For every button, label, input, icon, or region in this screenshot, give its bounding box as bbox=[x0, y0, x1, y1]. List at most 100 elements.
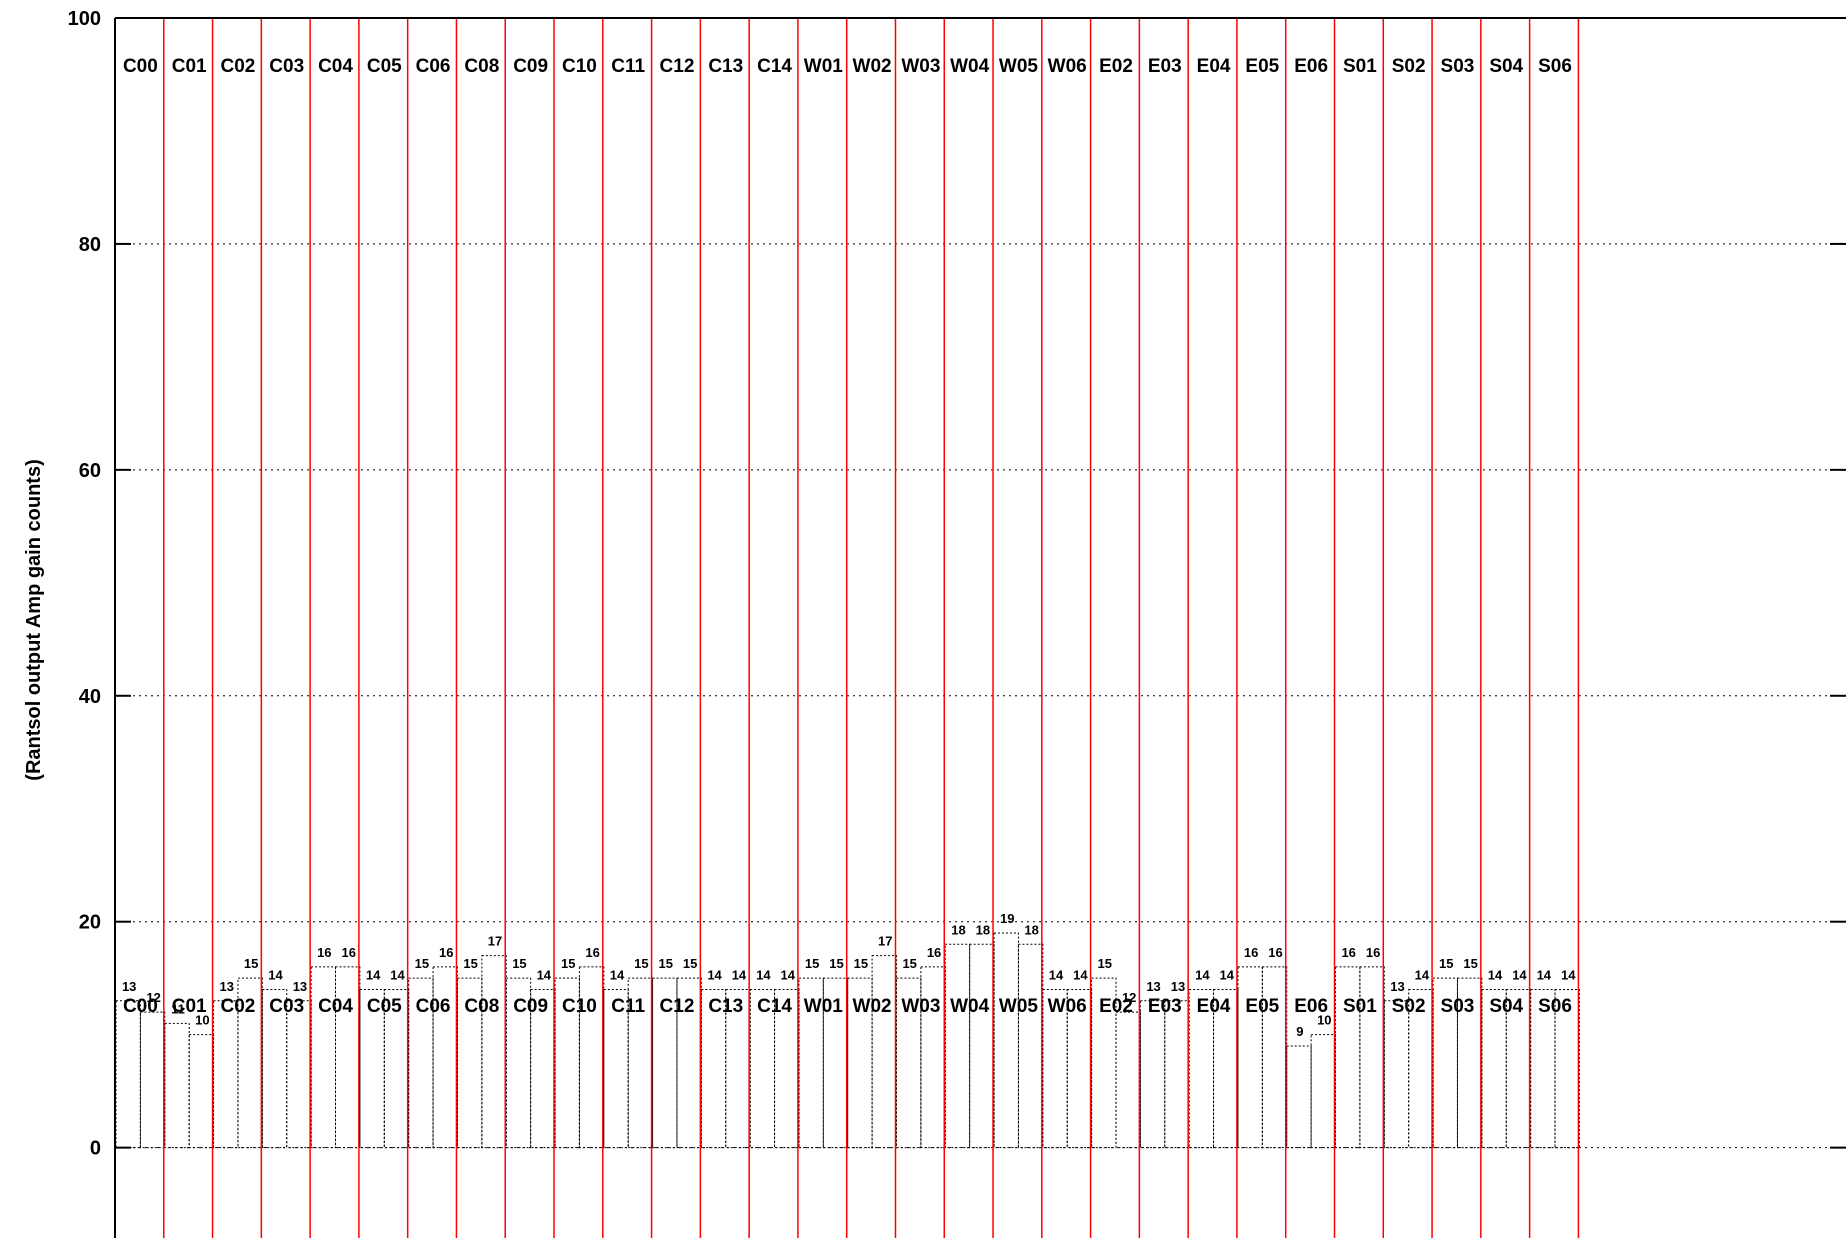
bar bbox=[1408, 988, 1434, 1149]
bar bbox=[1530, 988, 1556, 1149]
bar bbox=[798, 977, 824, 1149]
bar-value-label: 15 bbox=[1098, 956, 1112, 971]
bar-value-label: 15 bbox=[1463, 956, 1477, 971]
group-label-top: W03 bbox=[901, 56, 940, 77]
bar bbox=[1310, 1034, 1336, 1149]
bar bbox=[652, 977, 678, 1149]
group-label-bottom: S03 bbox=[1441, 996, 1475, 1017]
group-label-top: C04 bbox=[318, 56, 353, 77]
y-tick-label: 0 bbox=[90, 1138, 101, 1160]
bar-value-label: 15 bbox=[683, 956, 697, 971]
bar bbox=[1042, 988, 1068, 1149]
bar-value-label: 13 bbox=[1146, 979, 1160, 994]
group-label-top: S06 bbox=[1538, 56, 1572, 77]
bar-value-label: 15 bbox=[659, 956, 673, 971]
bar bbox=[1481, 988, 1507, 1149]
bar-value-label: 14 bbox=[537, 967, 552, 982]
y-tick-label: 40 bbox=[79, 686, 101, 708]
group-label-bottom: C08 bbox=[464, 996, 499, 1017]
group-label-top: C10 bbox=[562, 56, 597, 77]
bar bbox=[408, 977, 434, 1149]
bar bbox=[1213, 988, 1239, 1149]
bar bbox=[969, 943, 995, 1149]
bar-value-label: 15 bbox=[854, 956, 868, 971]
bar-value-label: 16 bbox=[317, 945, 331, 960]
group-label-top: C13 bbox=[708, 56, 743, 77]
bar bbox=[1505, 988, 1532, 1149]
group-label-bottom: S02 bbox=[1392, 996, 1426, 1017]
bar bbox=[603, 988, 629, 1149]
bar-value-label: 14 bbox=[1512, 967, 1527, 982]
bar-value-label: 13 bbox=[1171, 979, 1185, 994]
bar-value-label: 15 bbox=[634, 956, 648, 971]
bar-value-label: 12 bbox=[1122, 990, 1136, 1005]
group-label-top: C12 bbox=[660, 56, 695, 77]
group-label-bottom: E03 bbox=[1148, 996, 1182, 1017]
bar-value-label: 17 bbox=[878, 934, 892, 949]
y-tick-label: 100 bbox=[68, 8, 101, 30]
group-separators bbox=[163, 18, 1580, 1238]
bar-value-label: 15 bbox=[244, 956, 258, 971]
bar bbox=[359, 988, 385, 1149]
bar bbox=[1432, 977, 1458, 1149]
bar bbox=[725, 988, 751, 1149]
bar bbox=[139, 1011, 166, 1149]
y-tick-label: 20 bbox=[79, 912, 101, 934]
y-axis-label: (Rantsol output Amp gain counts) bbox=[23, 459, 45, 780]
bar bbox=[1115, 1011, 1141, 1149]
bar-value-label: 15 bbox=[1439, 956, 1453, 971]
bar-value-label: 15 bbox=[805, 956, 819, 971]
bar-value-label: 16 bbox=[1268, 945, 1282, 960]
bar-value-label: 14 bbox=[1415, 967, 1430, 982]
bar bbox=[774, 988, 800, 1149]
bar bbox=[1286, 1045, 1312, 1149]
bar-value-label: 18 bbox=[1024, 922, 1038, 937]
bar-value-label: 14 bbox=[756, 967, 771, 982]
bar bbox=[505, 977, 532, 1149]
group-label-top: C08 bbox=[464, 56, 499, 77]
group-label-bottom: S06 bbox=[1538, 996, 1572, 1017]
bar bbox=[944, 943, 971, 1149]
bar bbox=[237, 977, 263, 1149]
group-label-bottom: E04 bbox=[1197, 996, 1231, 1017]
group-label-bottom: C14 bbox=[757, 996, 792, 1017]
bar bbox=[749, 988, 776, 1149]
group-label-bottom: C01 bbox=[172, 996, 207, 1017]
bar bbox=[432, 966, 458, 1149]
bar-value-label: 14 bbox=[1195, 967, 1210, 982]
bar bbox=[1383, 1000, 1410, 1149]
bar-value-label: 14 bbox=[390, 967, 405, 982]
bar bbox=[188, 1034, 215, 1149]
bar bbox=[700, 988, 727, 1149]
group-label-bottom: W01 bbox=[804, 996, 844, 1017]
bar-value-label: 16 bbox=[1366, 945, 1380, 960]
bar bbox=[578, 966, 605, 1149]
group-label-top: C03 bbox=[269, 56, 304, 77]
axes: 0 20 40 60 80 100 bbox=[68, 8, 1846, 1238]
group-label-bottom: S04 bbox=[1489, 996, 1523, 1017]
bar-value-label: 16 bbox=[1341, 945, 1355, 960]
bar bbox=[554, 977, 580, 1149]
bar-value-label: 16 bbox=[927, 945, 941, 960]
bar-value-label: 15 bbox=[902, 956, 916, 971]
bar bbox=[920, 966, 946, 1149]
group-label-bottom: C00 bbox=[123, 996, 158, 1017]
group-label-top: W01 bbox=[804, 56, 844, 77]
bar-value-label: 14 bbox=[268, 967, 283, 982]
group-label-bottom: C13 bbox=[708, 996, 743, 1017]
bar-value-label: 9 bbox=[1296, 1024, 1303, 1039]
bar-value-label: 10 bbox=[195, 1013, 209, 1028]
bar bbox=[627, 977, 654, 1149]
bar-value-label: 12 bbox=[146, 990, 160, 1005]
bar-value-label: 14 bbox=[707, 967, 722, 982]
bar-value-label: 18 bbox=[951, 922, 965, 937]
group-label-bottom: W02 bbox=[853, 996, 892, 1017]
group-label-top: S04 bbox=[1489, 56, 1523, 77]
bar bbox=[1139, 1000, 1166, 1149]
bar bbox=[1164, 1000, 1190, 1149]
group-label-top: C02 bbox=[221, 56, 256, 77]
bar bbox=[822, 977, 849, 1149]
labels: 13 12 11 10 13 15 14 13 16 16 14 14 15 16 15 17 15 14 15 16… bbox=[122, 56, 1576, 1039]
group-label-top: C05 bbox=[367, 56, 402, 77]
bar-value-label: 15 bbox=[829, 956, 843, 971]
